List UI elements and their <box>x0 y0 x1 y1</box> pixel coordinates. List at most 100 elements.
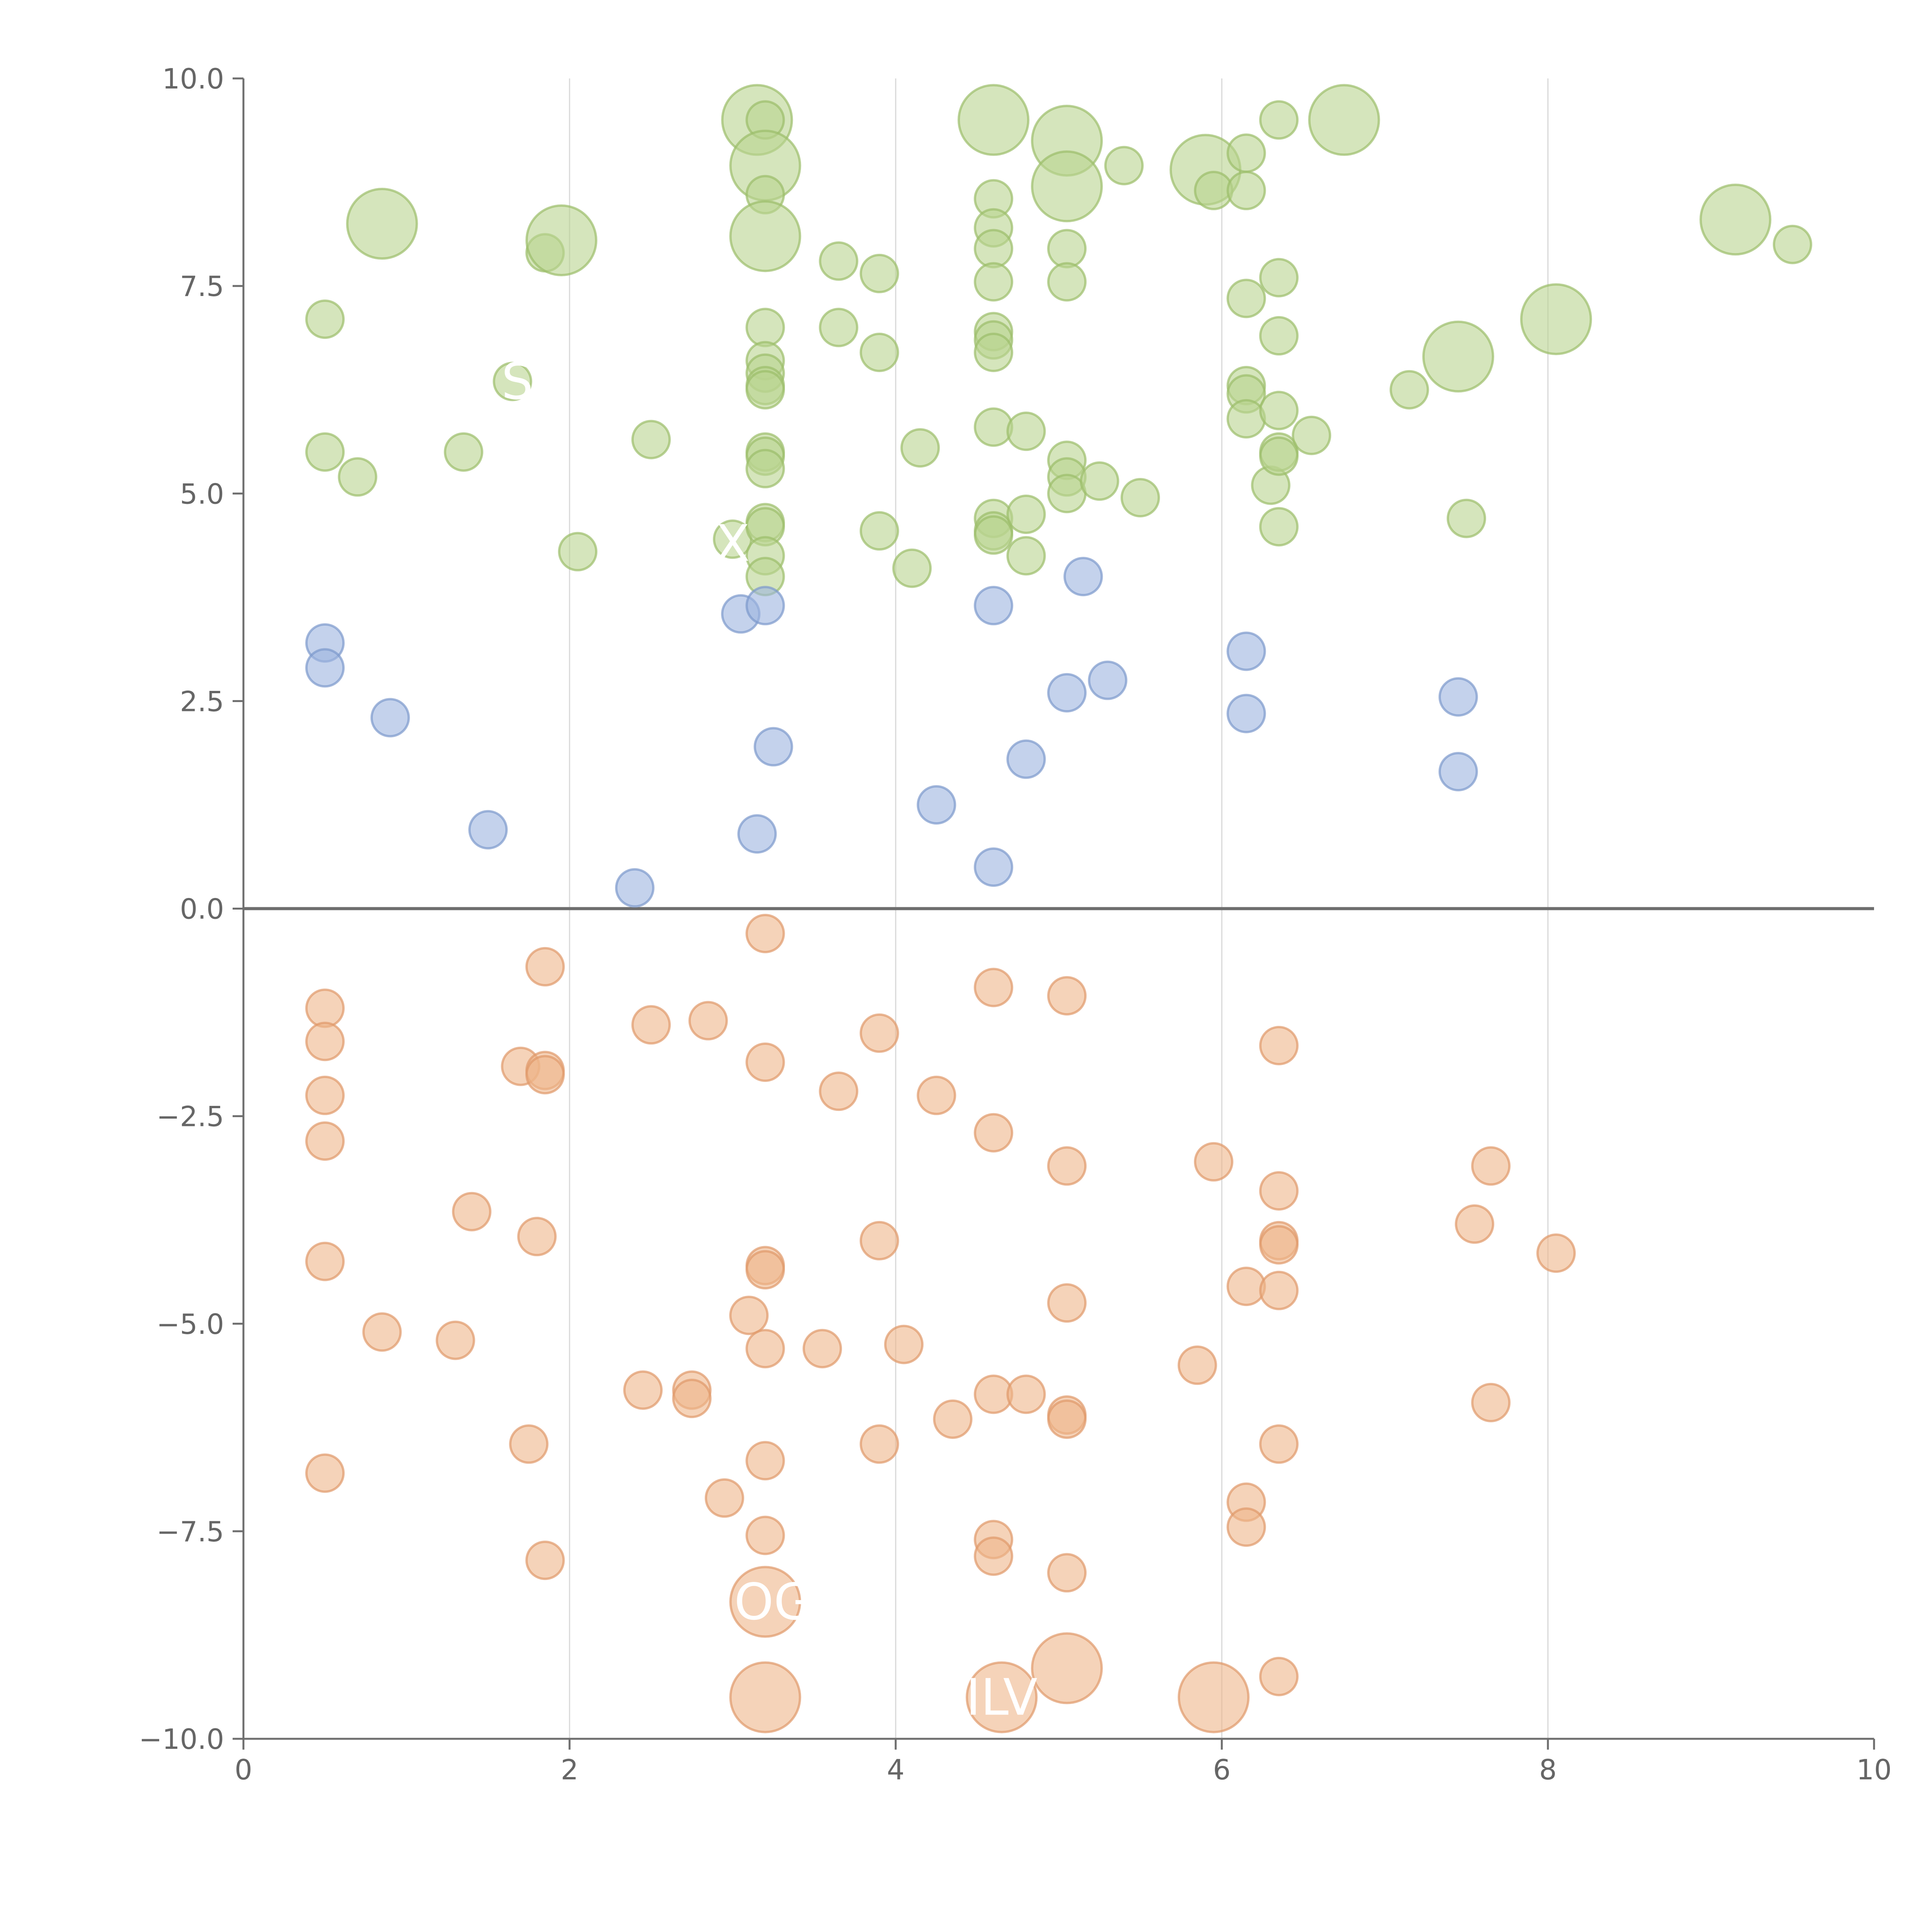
bubble-positive-high <box>1031 150 1103 223</box>
bubble-negative <box>688 1001 728 1041</box>
bubble-positive-high <box>1226 133 1266 173</box>
bubble-positive-low <box>745 586 785 626</box>
y-tick-label: −10.0 <box>139 1723 224 1755</box>
bubble-negative <box>1177 1345 1217 1385</box>
bubble-positive-high <box>957 84 1030 156</box>
bubble-positive-high <box>493 362 532 401</box>
bubble-negative <box>1047 1553 1087 1593</box>
bubble-negative <box>1226 1507 1266 1547</box>
axis-layer: 0 2 4 6 8 10 −10.0 −7.5 −5.0 −2.5 0.0 2.5 5.0 7.5 10.0 <box>139 63 1891 1786</box>
bubble-annotation: OG <box>734 1572 813 1631</box>
bubble-positive-low <box>737 814 777 854</box>
bubble-positive-high <box>819 241 859 281</box>
bubble-negative <box>1259 1270 1299 1310</box>
bubble-negative <box>305 1075 345 1115</box>
bubble-positive-high <box>1389 370 1429 410</box>
bubble-negative <box>859 1424 899 1464</box>
bubble-positive-high <box>974 262 1014 302</box>
bubble-negative <box>305 1453 345 1493</box>
bubble-negative <box>1226 1267 1266 1306</box>
bubble-positive-high <box>819 308 859 347</box>
bubble-positive-low <box>1006 739 1046 779</box>
y-tick-label: 7.5 <box>180 270 224 303</box>
bubble-positive-high <box>859 333 899 372</box>
bubble-positive-high <box>900 428 940 468</box>
bubble-positive-low <box>974 586 1014 626</box>
x-tick-label: 0 <box>235 1753 252 1786</box>
bubble-positive-low <box>1088 660 1128 700</box>
bubble-positive-low <box>974 847 1014 887</box>
bubble-negative <box>1259 1424 1299 1464</box>
bubble-positive-high <box>745 308 785 347</box>
bubble-negative <box>704 1478 744 1518</box>
bubble-negative <box>1471 1383 1511 1422</box>
bubble-negative <box>1031 1632 1103 1704</box>
bubble-positive-low <box>305 648 345 688</box>
bubble-positive-high <box>1447 498 1486 538</box>
bubble-positive-high <box>859 511 899 551</box>
bubble-positive-high <box>1006 412 1046 451</box>
bubble-negative <box>525 1541 565 1580</box>
bubble-positive-high <box>1422 320 1494 393</box>
y-tick-label: 0.0 <box>180 893 224 925</box>
bubble-negative <box>525 1055 565 1095</box>
bubble-negative <box>933 1399 973 1439</box>
bubble-positive-high <box>1259 436 1299 476</box>
bubble-positive-low <box>753 727 793 767</box>
bubble-negative <box>672 1379 712 1418</box>
bubble-positive-high <box>729 200 801 272</box>
y-tick-label: −2.5 <box>156 1100 224 1133</box>
bubble-negative <box>509 1424 549 1464</box>
bubble-positive-high <box>1259 100 1299 140</box>
bubble-negative <box>729 1296 769 1335</box>
bubble-negative <box>745 1515 785 1555</box>
bubble-positive-low <box>1226 694 1266 733</box>
bubble-positive-high <box>974 407 1014 447</box>
bubble-positive-high <box>631 420 671 459</box>
bubble-negative <box>631 1005 671 1045</box>
bubble-negative <box>974 968 1014 1007</box>
bubble-negative <box>305 988 345 1028</box>
bubble-negative <box>1259 1656 1299 1696</box>
bubble-negative <box>745 1250 785 1290</box>
bubble-positive-high <box>525 204 597 276</box>
bubble-positive-high <box>1047 229 1087 269</box>
label-layer: S X OG ILV <box>502 352 1037 1726</box>
bubble-positive-high <box>1259 258 1299 298</box>
bubble-negative <box>1194 1142 1233 1182</box>
bubble-negative <box>305 1022 345 1061</box>
bubble-negative <box>525 947 565 986</box>
bubble-negative <box>1536 1233 1576 1273</box>
bubble-positive-high <box>1308 84 1380 156</box>
bubble-negative <box>1259 1225 1299 1265</box>
bubble-positive-high <box>305 432 345 472</box>
bubble-negative <box>745 1329 785 1369</box>
bubble-negative <box>1177 1661 1250 1733</box>
bubble-negative <box>966 1661 1038 1733</box>
bubble-annotation: S <box>502 352 534 411</box>
bubble-negative <box>1047 1146 1087 1186</box>
bubble-negative <box>745 913 785 953</box>
bubble-annotation: X <box>715 514 750 573</box>
bubble-positive-high <box>1226 171 1266 211</box>
x-tick-label: 10 <box>1856 1753 1892 1786</box>
bubble-positive-high <box>974 333 1014 372</box>
bubble-negative <box>623 1370 663 1410</box>
bubble-negative <box>974 1536 1014 1576</box>
bubble-positive-high <box>859 253 899 293</box>
x-tick-label: 4 <box>887 1753 905 1786</box>
bubble-positive-high <box>1006 494 1046 534</box>
bubble-negative <box>435 1320 475 1360</box>
bubble-negative <box>452 1192 492 1231</box>
bubble-positive-high <box>338 457 378 497</box>
bubble-positive-high <box>1121 478 1160 517</box>
x-tick-label: 8 <box>1539 1753 1557 1786</box>
bubble-positive-high <box>1259 391 1299 430</box>
bubble-negative <box>859 1221 899 1260</box>
bubble-negative <box>1471 1146 1511 1186</box>
bubble-positive-high <box>745 370 785 410</box>
bubble-positive-high <box>1773 224 1812 264</box>
bubble-negative <box>305 1121 345 1161</box>
bubble-positive-low <box>1063 557 1103 597</box>
